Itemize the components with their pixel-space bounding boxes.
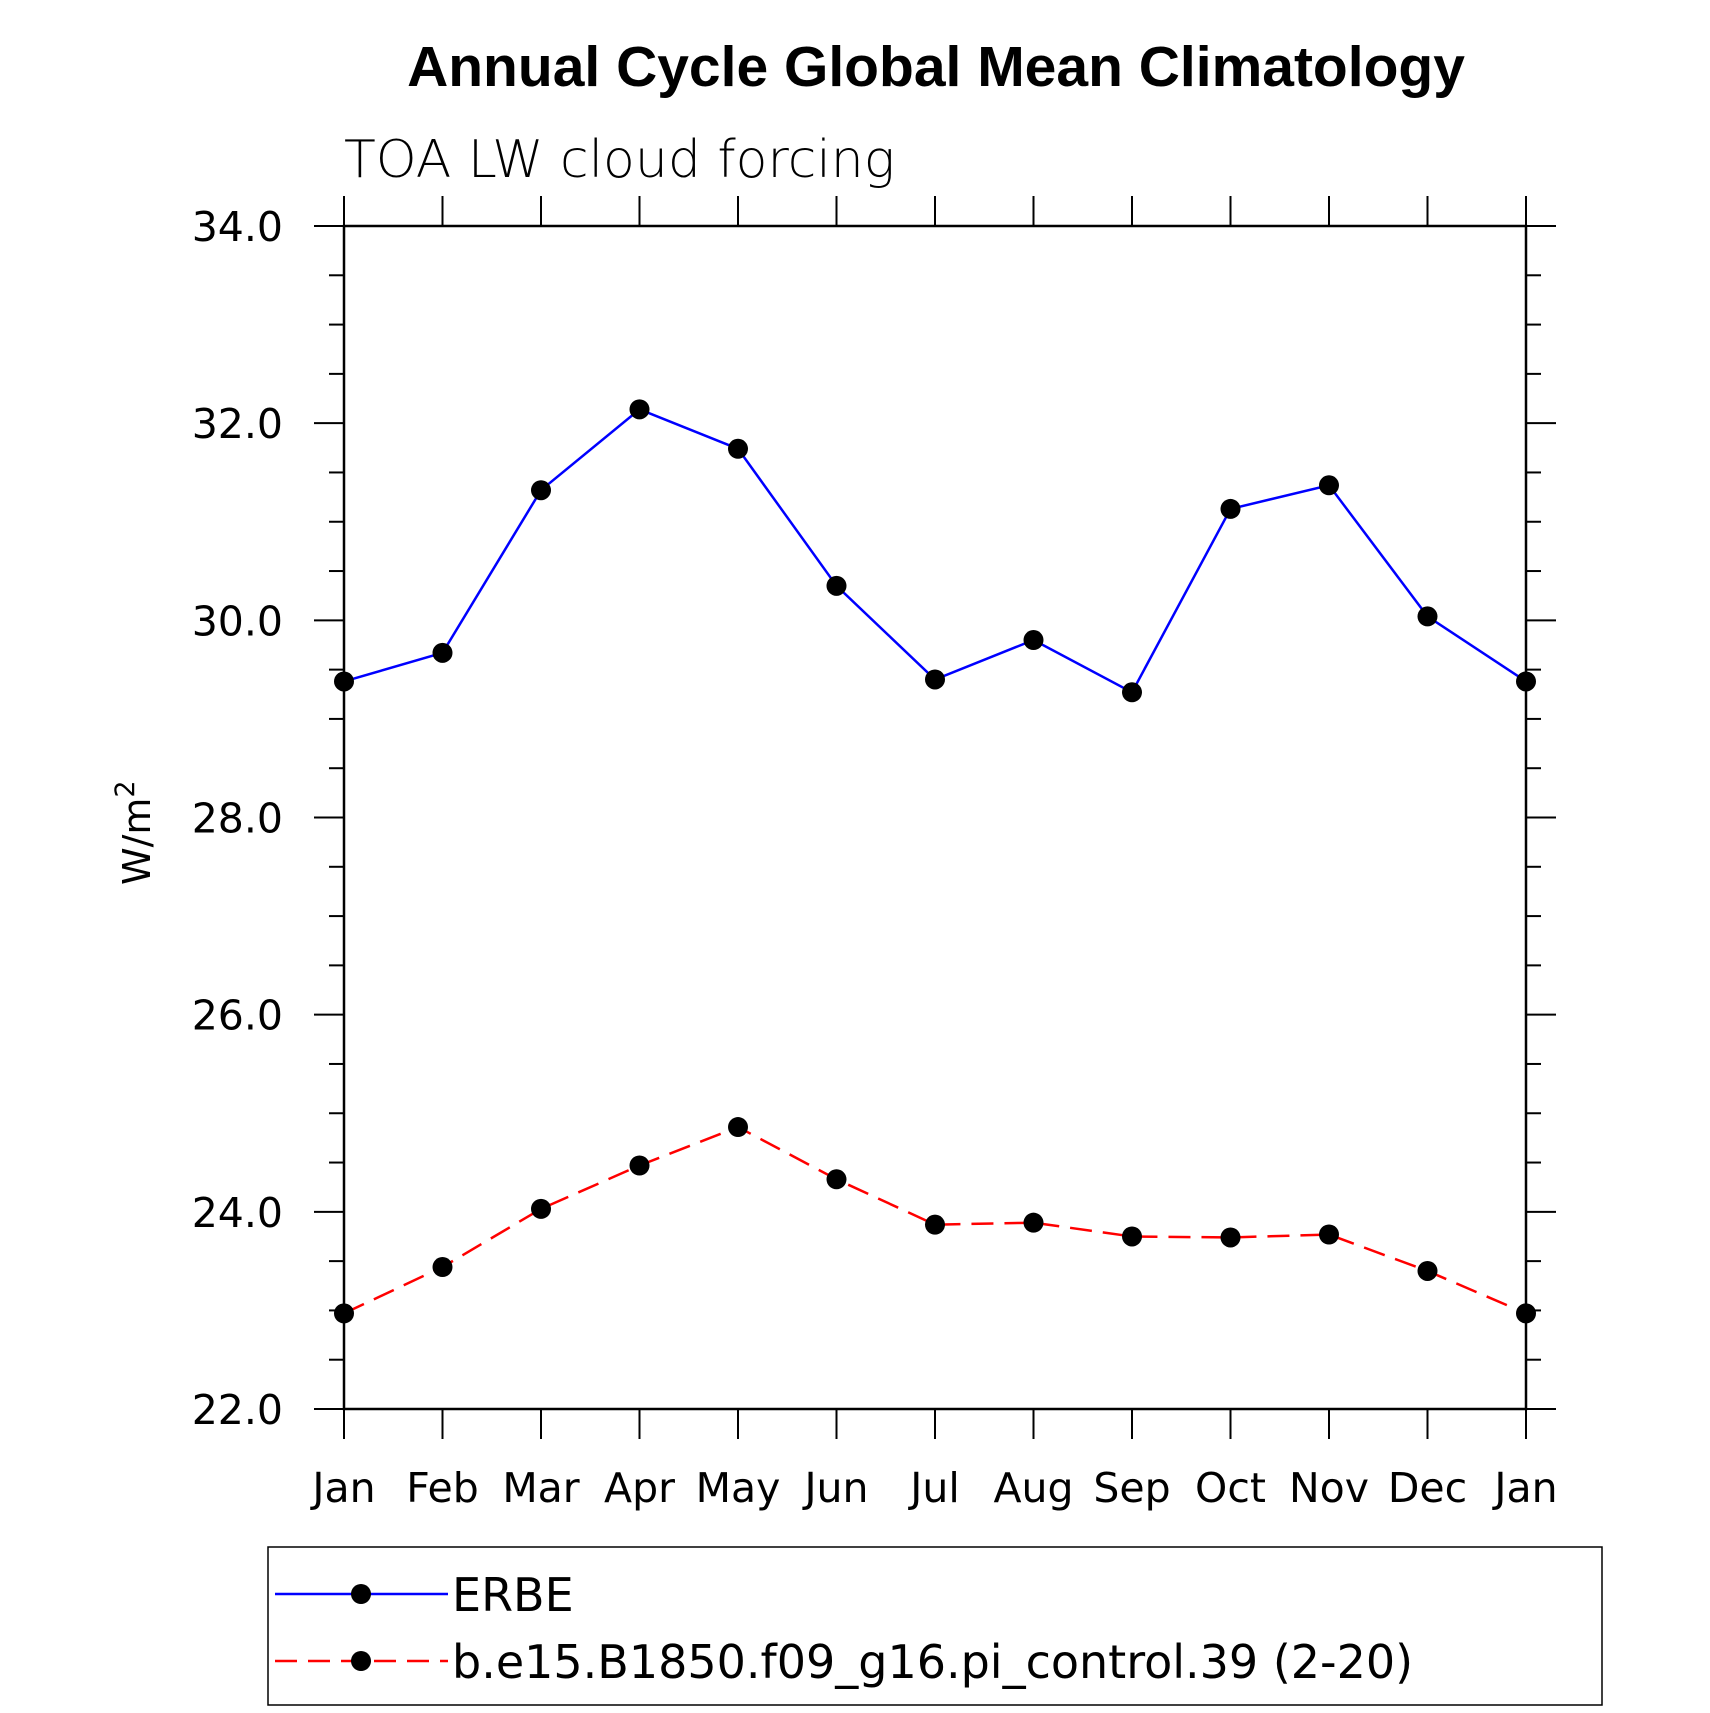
x-tick-label: May <box>696 1464 781 1512</box>
y-tick-label: 30.0 <box>192 597 283 645</box>
x-tick-label: Aug <box>993 1464 1073 1512</box>
data-point <box>826 1169 847 1190</box>
x-tick-label: Apr <box>604 1464 675 1512</box>
y-tick-label: 26.0 <box>192 992 283 1040</box>
data-point <box>1023 1212 1044 1233</box>
y-tick-labels: 22.0 24.0 26.0 28.0 30.0 32.0 34.0 <box>192 203 283 1434</box>
chart-subtitle: TOA LW cloud forcing <box>344 130 895 190</box>
series-1 <box>334 399 1536 703</box>
x-tick-label: Jun <box>801 1464 868 1512</box>
data-point <box>1319 475 1339 496</box>
data-point <box>925 1214 945 1235</box>
data-point <box>826 575 847 596</box>
data-point <box>1122 1226 1142 1247</box>
y-tick-label: 24.0 <box>192 1189 283 1237</box>
chart-title: Annual Cycle Global Mean Climatology <box>407 35 1465 99</box>
data-point <box>1417 1260 1438 1281</box>
x-tick-label: Jan <box>1491 1464 1557 1512</box>
data-point <box>334 671 354 692</box>
x-tick-label: Mar <box>502 1464 579 1512</box>
data-point <box>1516 671 1536 692</box>
y-axis-label: W/m2 <box>110 780 159 885</box>
plot-axes <box>314 196 1556 1439</box>
y-tick-label: 34.0 <box>192 203 283 251</box>
x-tick-label: Oct <box>1195 1464 1266 1512</box>
data-point <box>728 438 748 459</box>
series-layer <box>334 399 1536 1324</box>
data-point <box>1220 1227 1241 1248</box>
data-point <box>531 1198 551 1219</box>
y-tick-label: 32.0 <box>192 400 283 448</box>
data-point <box>925 669 945 690</box>
data-point <box>629 399 650 420</box>
legend-marker <box>351 1584 371 1604</box>
x-tick-label: Sep <box>1093 1464 1170 1512</box>
data-point <box>432 642 453 663</box>
data-point <box>629 1155 650 1176</box>
legend-entries: ERBE b.e15.B1850.f09_g16.pi_control.39 (2… <box>275 1568 1413 1689</box>
legend-marker <box>351 1651 371 1671</box>
data-point <box>1417 606 1438 627</box>
data-point <box>1516 1303 1536 1324</box>
data-point <box>1122 682 1142 703</box>
data-point <box>531 480 551 501</box>
legend-box <box>267 1546 1603 1706</box>
x-tick-label: Jan <box>309 1464 375 1512</box>
y-tick-label: 28.0 <box>192 795 283 843</box>
y-tick-label: 22.0 <box>192 1386 283 1434</box>
x-tick-label: Nov <box>1289 1464 1369 1512</box>
x-tick-label: Dec <box>1388 1464 1467 1512</box>
legend-label: ERBE <box>452 1568 574 1622</box>
series-line <box>343 407 1527 694</box>
series-2 <box>334 1117 1536 1324</box>
data-point <box>728 1117 748 1138</box>
data-point <box>1319 1224 1339 1245</box>
x-tick-label: Feb <box>406 1464 479 1512</box>
legend: ERBE b.e15.B1850.f09_g16.pi_control.39 (2… <box>267 1546 1603 1706</box>
legend-label: b.e15.B1850.f09_g16.pi_control.39 (2-20) <box>452 1635 1413 1689</box>
data-point <box>1220 498 1241 519</box>
x-tick-labels: Jan Feb Mar Apr May Jun Jul Aug Sep Oct Nov Dec Jan <box>309 1464 1557 1512</box>
data-point <box>1023 630 1044 651</box>
data-point <box>432 1257 453 1278</box>
x-tick-label: Jul <box>907 1464 959 1512</box>
data-point <box>334 1303 354 1324</box>
